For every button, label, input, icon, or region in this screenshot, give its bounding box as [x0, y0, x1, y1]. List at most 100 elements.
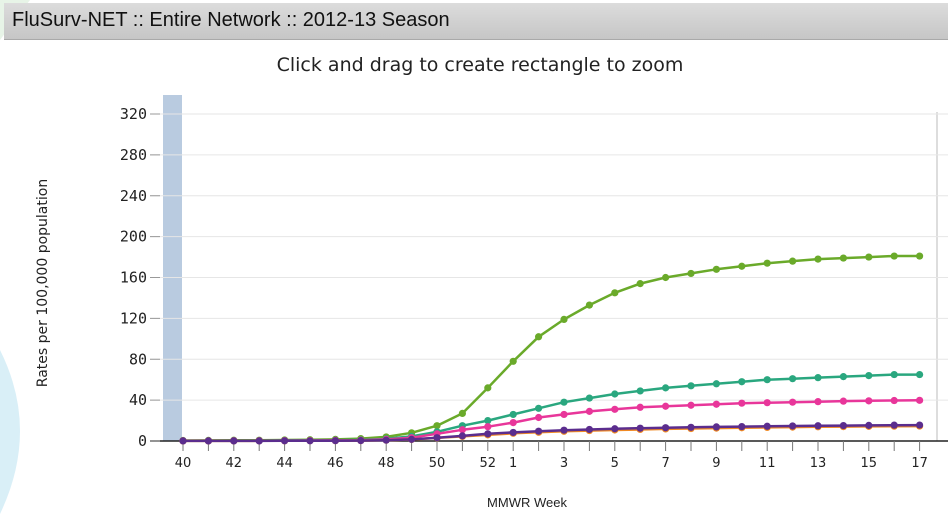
data-point[interactable] — [712, 265, 721, 273]
data-point[interactable] — [560, 410, 568, 419]
series-line — [182, 254, 920, 442]
x-tick-label: 48 — [378, 456, 395, 471]
data-point[interactable] — [763, 399, 771, 407]
data-point[interactable] — [839, 421, 848, 430]
data-point[interactable] — [636, 387, 644, 395]
data-point[interactable] — [763, 422, 771, 430]
y-tick-label: 120 — [120, 309, 147, 327]
data-point[interactable] — [814, 374, 822, 382]
data-point[interactable] — [738, 422, 746, 431]
data-point[interactable] — [535, 413, 543, 422]
data-point[interactable] — [458, 409, 466, 418]
data-point[interactable] — [560, 426, 568, 434]
data-point[interactable] — [611, 405, 619, 413]
data-point[interactable] — [458, 426, 466, 434]
data-point[interactable] — [204, 437, 212, 445]
y-tick-label: 200 — [120, 228, 147, 246]
data-point[interactable] — [585, 394, 594, 402]
data-point[interactable] — [281, 437, 289, 445]
data-point[interactable] — [662, 424, 670, 432]
data-point[interactable] — [916, 396, 924, 404]
data-point[interactable] — [306, 437, 314, 445]
data-point[interactable] — [890, 421, 898, 429]
data-point[interactable] — [509, 410, 517, 419]
data-point[interactable] — [433, 434, 441, 442]
data-point[interactable] — [687, 401, 695, 409]
data-point[interactable] — [408, 435, 416, 443]
data-point[interactable] — [535, 427, 543, 435]
data-point[interactable] — [916, 421, 924, 429]
y-tick-label: 80 — [129, 350, 147, 368]
data-point[interactable] — [890, 252, 898, 260]
zoom-selection-bar[interactable] — [163, 95, 182, 441]
data-point[interactable] — [839, 373, 848, 381]
data-point[interactable] — [662, 273, 670, 282]
data-point[interactable] — [865, 421, 873, 429]
data-point[interactable] — [738, 378, 746, 386]
data-point[interactable] — [509, 428, 517, 437]
data-point[interactable] — [611, 425, 619, 433]
data-point[interactable] — [585, 407, 594, 415]
data-point[interactable] — [839, 397, 848, 405]
data-point[interactable] — [585, 301, 594, 309]
data-point[interactable] — [662, 384, 670, 392]
data-point[interactable] — [865, 253, 873, 261]
data-point[interactable] — [662, 402, 670, 410]
data-point[interactable] — [890, 396, 898, 405]
x-tick-label: 44 — [276, 456, 293, 471]
x-tick-label: 17 — [911, 456, 928, 471]
data-point[interactable] — [738, 399, 746, 407]
data-point[interactable] — [865, 372, 873, 380]
data-point[interactable] — [738, 262, 746, 270]
data-point[interactable] — [814, 422, 822, 430]
data-point[interactable] — [611, 289, 619, 297]
data-point[interactable] — [789, 375, 797, 383]
y-axis-ticks: 0 40 80 120 160 200 240 280 320 — [120, 105, 160, 450]
data-point[interactable] — [687, 382, 695, 390]
data-point[interactable] — [712, 380, 721, 388]
data-point[interactable] — [636, 403, 644, 411]
data-point[interactable] — [484, 430, 492, 438]
x-tick-label: 5 — [611, 456, 619, 471]
data-point[interactable] — [687, 269, 695, 278]
data-point[interactable] — [814, 255, 822, 263]
data-point[interactable] — [636, 424, 644, 432]
x-tick-label: 11 — [759, 456, 776, 471]
data-point[interactable] — [763, 376, 771, 384]
data-point[interactable] — [789, 257, 797, 265]
data-point[interactable] — [789, 422, 797, 430]
data-point[interactable] — [458, 432, 466, 440]
data-point[interactable] — [382, 436, 390, 444]
data-point[interactable] — [484, 384, 492, 392]
data-point[interactable] — [357, 436, 365, 445]
data-point[interactable] — [636, 280, 644, 288]
data-point[interactable] — [509, 357, 517, 365]
data-point[interactable] — [916, 370, 924, 379]
data-point[interactable] — [712, 400, 721, 408]
data-point[interactable] — [535, 333, 543, 341]
data-point[interactable] — [433, 422, 441, 430]
data-point[interactable] — [687, 423, 695, 431]
data-point[interactable] — [230, 437, 238, 445]
data-point[interactable] — [763, 259, 771, 267]
data-point[interactable] — [585, 425, 594, 434]
data-point[interactable] — [255, 437, 263, 445]
data-point[interactable] — [916, 252, 924, 260]
data-point[interactable] — [789, 398, 797, 406]
data-point[interactable] — [331, 437, 339, 445]
data-point[interactable] — [611, 390, 619, 398]
data-point[interactable] — [535, 404, 543, 412]
data-point[interactable] — [890, 370, 898, 379]
data-point[interactable] — [509, 419, 517, 427]
data-point[interactable] — [484, 423, 492, 431]
data-point[interactable] — [865, 397, 873, 405]
data-point[interactable] — [839, 254, 848, 262]
data-point[interactable] — [814, 398, 822, 406]
data-point[interactable] — [484, 416, 492, 425]
data-point[interactable] — [712, 423, 721, 431]
data-point[interactable] — [560, 398, 568, 406]
data-point[interactable] — [179, 437, 187, 445]
y-tick-label: 320 — [120, 105, 147, 123]
data-point[interactable] — [560, 315, 568, 323]
